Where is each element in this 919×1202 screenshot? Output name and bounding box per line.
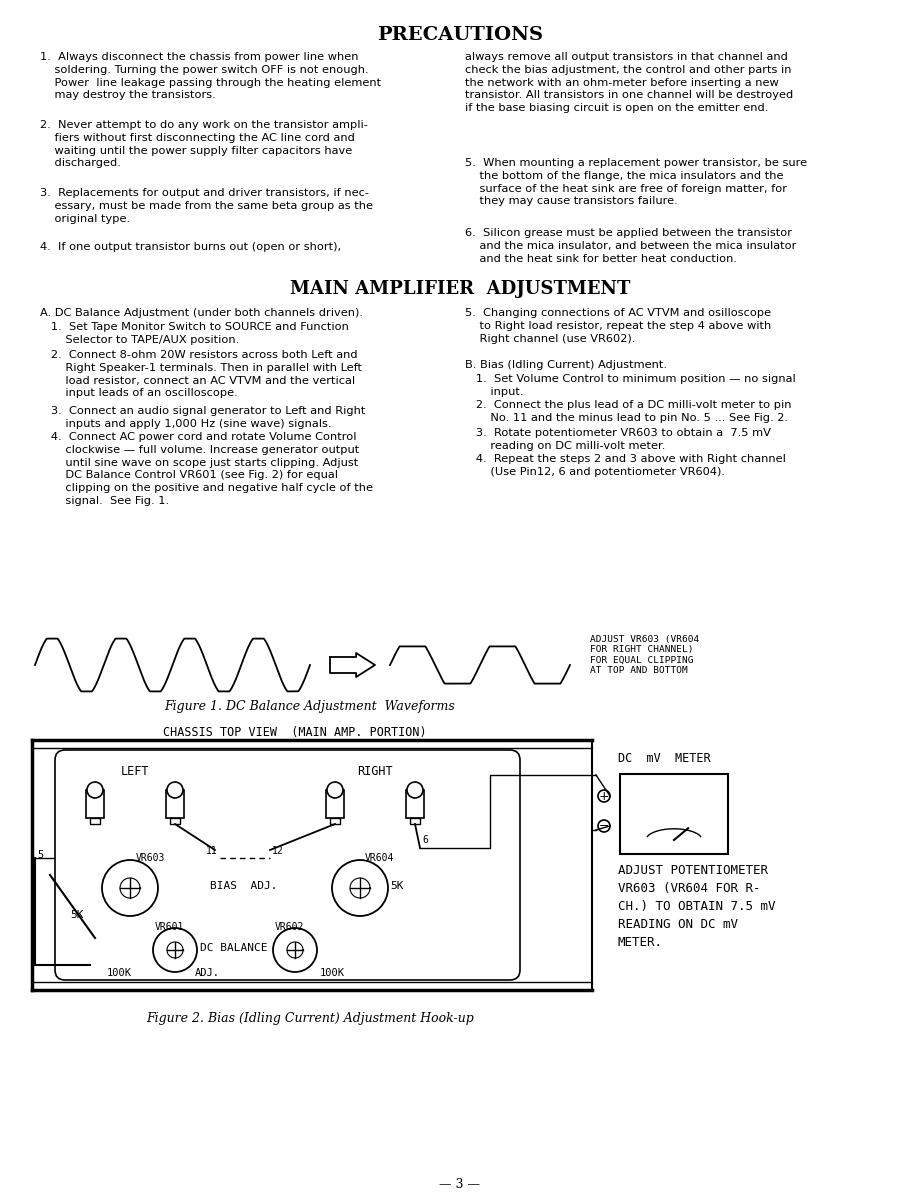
Text: 6: 6 — [422, 835, 427, 845]
Text: 1.  Set Tape Monitor Switch to SOURCE and Function
       Selector to TAPE/AUX p: 1. Set Tape Monitor Switch to SOURCE and… — [40, 322, 348, 345]
Text: BIAS  ADJ.: BIAS ADJ. — [210, 881, 278, 891]
Text: 100K: 100K — [107, 968, 131, 978]
Text: 3.  Rotate potentiometer VR603 to obtain a  7.5 mV
       reading on DC milli-vo: 3. Rotate potentiometer VR603 to obtain … — [464, 428, 770, 451]
Text: LEFT: LEFT — [120, 764, 149, 778]
Text: 6.  Silicon grease must be applied between the transistor
    and the mica insul: 6. Silicon grease must be applied betwee… — [464, 228, 796, 263]
Circle shape — [87, 783, 103, 798]
Text: Figure 1. DC Balance Adjustment  Waveforms: Figure 1. DC Balance Adjustment Waveform… — [165, 700, 455, 713]
Text: 4.  If one output transistor burns out (open or short),: 4. If one output transistor burns out (o… — [40, 242, 341, 252]
Text: 3.  Connect an audio signal generator to Left and Right
       inputs and apply : 3. Connect an audio signal generator to … — [40, 406, 365, 429]
Text: 2.  Never attempt to do any work on the transistor ampli-
    fiers without firs: 2. Never attempt to do any work on the t… — [40, 120, 368, 168]
Bar — [90, 819, 100, 825]
Text: −: − — [598, 820, 608, 833]
Text: CHASSIS TOP VIEW  (MAIN AMP. PORTION): CHASSIS TOP VIEW (MAIN AMP. PORTION) — [163, 726, 426, 739]
Text: A. DC Balance Adjustment (under both channels driven).: A. DC Balance Adjustment (under both cha… — [40, 308, 363, 319]
Bar — [165, 790, 184, 819]
Bar — [170, 819, 180, 825]
Text: — 3 —: — 3 — — [439, 1178, 480, 1191]
Circle shape — [332, 859, 388, 916]
Text: 2.  Connect 8-ohm 20W resistors across both Left and
       Right Speaker-1 term: 2. Connect 8-ohm 20W resistors across bo… — [40, 350, 361, 398]
Text: DC  mV  METER: DC mV METER — [618, 752, 709, 764]
Text: VR604: VR604 — [365, 853, 394, 863]
Circle shape — [326, 783, 343, 798]
Text: +: + — [598, 790, 608, 803]
Bar — [325, 790, 344, 819]
Text: ADJ.: ADJ. — [195, 968, 220, 978]
Bar — [410, 819, 420, 825]
Text: PRECAUTIONS: PRECAUTIONS — [377, 26, 542, 44]
Circle shape — [597, 820, 609, 832]
Bar — [330, 819, 340, 825]
Text: 3.  Replacements for output and driver transistors, if nec-
    essary, must be : 3. Replacements for output and driver tr… — [40, 188, 372, 224]
Text: ADJUST POTENTIOMETER
VR603 (VR604 FOR R-
CH.) TO OBTAIN 7.5 mV
READING ON DC mV
: ADJUST POTENTIOMETER VR603 (VR604 FOR R-… — [618, 864, 775, 950]
Text: RIGHT: RIGHT — [357, 764, 392, 778]
Bar — [405, 790, 424, 819]
Text: VR602: VR602 — [275, 922, 304, 932]
Circle shape — [153, 928, 197, 972]
Text: ADJUST VR603 (VR604
FOR RIGHT CHANNEL)
FOR EQUAL CLIPPING
AT TOP AND BOTTOM: ADJUST VR603 (VR604 FOR RIGHT CHANNEL) F… — [589, 635, 698, 676]
Text: 5K: 5K — [70, 910, 84, 920]
Text: VR601: VR601 — [154, 922, 184, 932]
Circle shape — [167, 783, 183, 798]
Text: VR603: VR603 — [136, 853, 165, 863]
Text: 1.  Set Volume Control to minimum position — no signal
       input.: 1. Set Volume Control to minimum positio… — [464, 374, 795, 397]
Text: 1.  Always disconnect the chassis from power line when
    soldering. Turning th: 1. Always disconnect the chassis from po… — [40, 52, 380, 101]
Circle shape — [102, 859, 158, 916]
Text: 100K: 100K — [320, 968, 345, 978]
Text: MAIN AMPLIFIER  ADJUSTMENT: MAIN AMPLIFIER ADJUSTMENT — [289, 280, 630, 298]
Bar — [85, 790, 104, 819]
Bar — [619, 774, 727, 853]
Text: 12: 12 — [272, 846, 283, 856]
Circle shape — [273, 928, 317, 972]
Text: 4.  Repeat the steps 2 and 3 above with Right channel
       (Use Pin12, 6 and p: 4. Repeat the steps 2 and 3 above with R… — [464, 454, 785, 477]
Circle shape — [406, 783, 423, 798]
Text: B. Bias (Idling Current) Adjustment.: B. Bias (Idling Current) Adjustment. — [464, 361, 666, 370]
Text: 5.  Changing connections of AC VTVM and osilloscope
    to Right load resistor, : 5. Changing connections of AC VTVM and o… — [464, 308, 770, 344]
Text: 4.  Connect AC power cord and rotate Volume Control
       clockwise — full volu: 4. Connect AC power cord and rotate Volu… — [40, 432, 372, 506]
Text: 2.  Connect the plus lead of a DC milli-volt meter to pin
       No. 11 and the : 2. Connect the plus lead of a DC milli-v… — [464, 400, 790, 423]
Text: 5K: 5K — [390, 881, 403, 891]
Text: 5.  When mounting a replacement power transistor, be sure
    the bottom of the : 5. When mounting a replacement power tra… — [464, 157, 806, 207]
Text: 5: 5 — [37, 850, 43, 859]
Text: 11: 11 — [206, 846, 218, 856]
Circle shape — [597, 790, 609, 802]
Text: always remove all output transistors in that channel and
check the bias adjustme: always remove all output transistors in … — [464, 52, 792, 113]
Text: Figure 2. Bias (Idling Current) Adjustment Hook-up: Figure 2. Bias (Idling Current) Adjustme… — [146, 1012, 473, 1025]
Text: DC BALANCE: DC BALANCE — [199, 944, 267, 953]
